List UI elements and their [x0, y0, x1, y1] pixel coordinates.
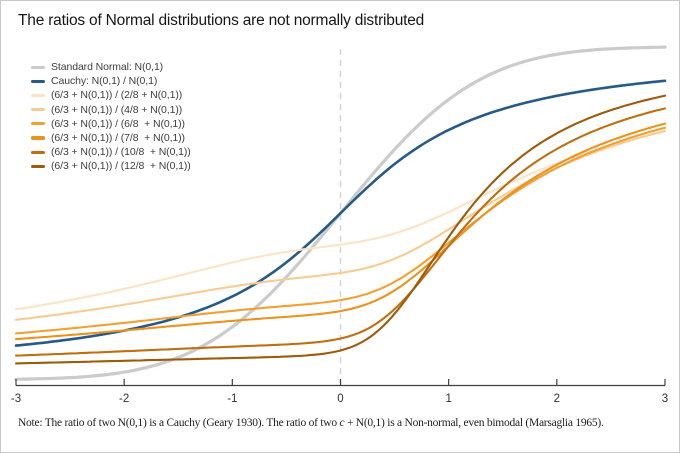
footnote: Note: The ratio of two N(0,1) is a Cauch…: [18, 417, 673, 429]
legend-item: (6/3 + N(0,1)) / (2/8 + N(0,1)): [31, 88, 191, 102]
x-tick-label: 3: [661, 393, 669, 405]
legend-swatch-icon: [31, 65, 45, 69]
footnote-text: + N(0,1) is a Non-normal, even bimodal (…: [344, 417, 604, 429]
legend-label: Cauchy: N(0,1) / N(0,1): [51, 75, 158, 88]
legend-label: (6/3 + N(0,1)) / (2/8 + N(0,1)): [51, 89, 183, 102]
legend-item: (6/3 + N(0,1)) / (12/8 + N(0,1)): [31, 159, 191, 173]
legend-label: (6/3 + N(0,1)) / (7/8 + N(0,1)): [51, 131, 185, 144]
legend-label: (6/3 + N(0,1)) / (12/8 + N(0,1)): [51, 160, 191, 173]
legend-swatch-icon: [31, 108, 45, 112]
legend-item: (6/3 + N(0,1)) / (4/8 + N(0,1)): [31, 103, 191, 117]
legend-label: (6/3 + N(0,1)) / (4/8 + N(0,1)): [51, 103, 183, 116]
x-tick-label: -1: [227, 393, 238, 405]
legend-item: (6/3 + N(0,1)) / (7/8 + N(0,1)): [31, 131, 191, 145]
legend-swatch-icon: [31, 136, 45, 140]
legend-swatch-icon: [31, 150, 45, 154]
legend-label: Standard Normal: N(0,1): [51, 61, 164, 73]
legend-label: (6/3 + N(0,1)) / (10/8 + N(0,1)): [51, 146, 191, 159]
legend-item: (6/3 + N(0,1)) / (6/8 + N(0,1)): [31, 117, 191, 131]
legend-swatch-icon: [31, 122, 45, 126]
x-tick-label: -3: [10, 393, 22, 405]
x-tick-label: 0: [337, 393, 344, 405]
legend-item: (6/3 + N(0,1)) / (10/8 + N(0,1)): [31, 145, 191, 159]
x-tick-label: 2: [553, 393, 561, 405]
legend-swatch-icon: [31, 164, 45, 168]
legend-label: (6/3 + N(0,1)) / (6/8 + N(0,1)): [51, 117, 185, 130]
legend-swatch-icon: [31, 79, 45, 83]
x-tick-label: 1: [445, 393, 452, 405]
chart-title: The ratios of Normal distributions are n…: [18, 12, 425, 29]
footnote-text: Note: The ratio of two N(0,1) is a Cauch…: [18, 417, 340, 429]
footnote-italic-c: c: [339, 417, 345, 429]
legend-item: Cauchy: N(0,1) / N(0,1): [31, 74, 191, 88]
legend-item: Standard Normal: N(0,1): [31, 60, 191, 74]
legend-swatch-icon: [31, 93, 45, 98]
legend: Standard Normal: N(0,1) Cauchy: N(0,1) /…: [31, 60, 191, 174]
x-tick-label: -2: [119, 393, 130, 405]
